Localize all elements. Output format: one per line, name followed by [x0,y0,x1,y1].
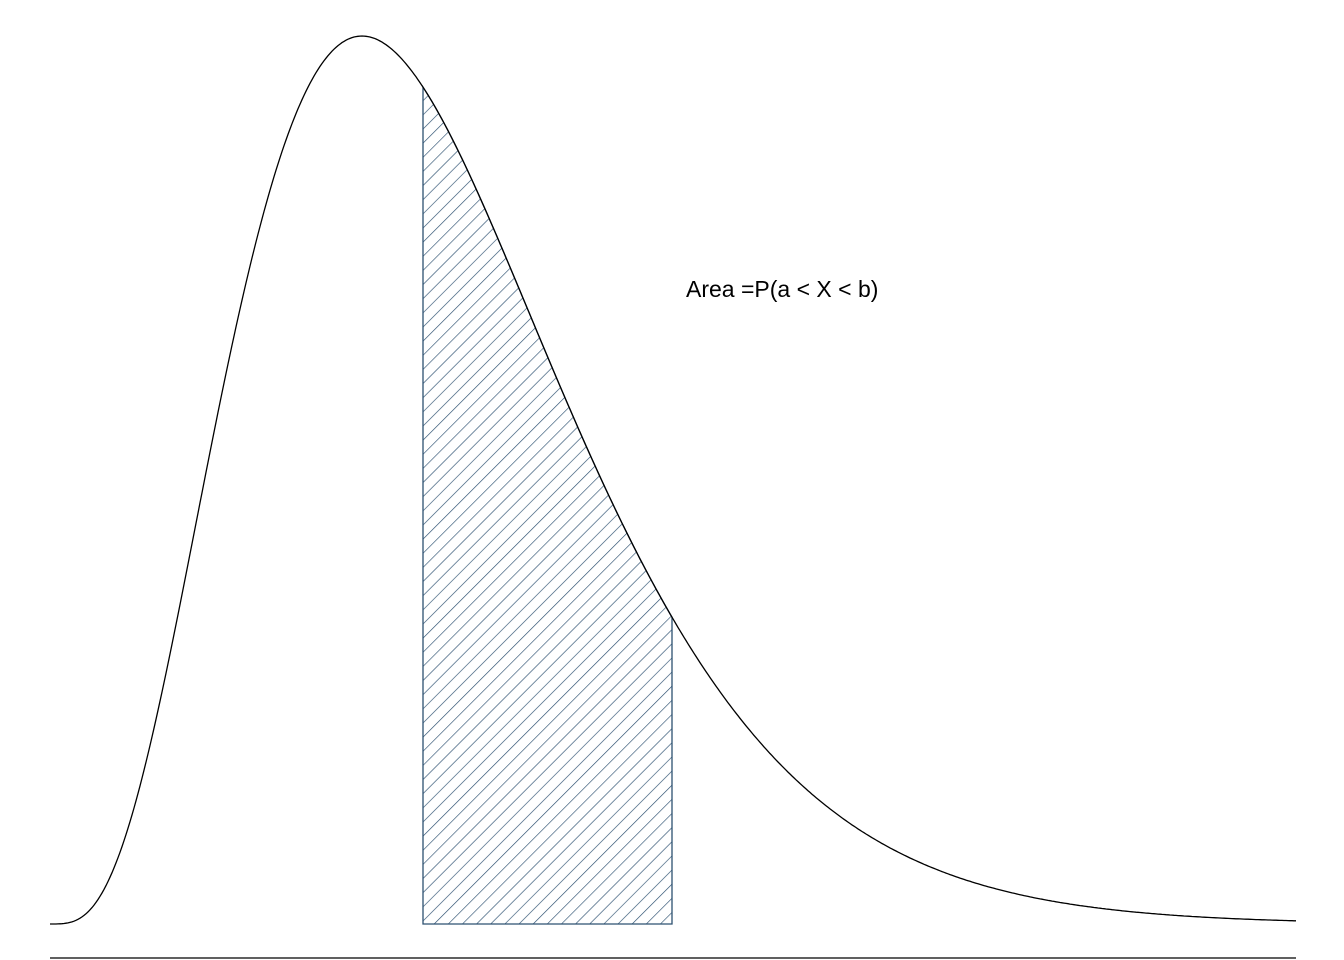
area-label: Area =P(a < X < b) [686,276,878,302]
density-curve [50,35,1296,925]
